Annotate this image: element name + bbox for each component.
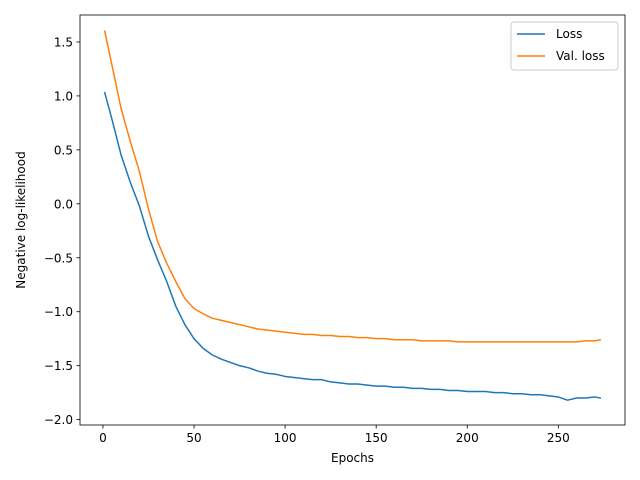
plot-area: [79, 14, 626, 426]
x-axis-label: Epochs: [331, 451, 374, 465]
legend-label-loss: Loss: [556, 27, 582, 41]
y-tick-label: 1.0: [54, 89, 73, 103]
y-tick-label: 0.0: [54, 197, 73, 211]
x-tick-label: 50: [186, 431, 201, 445]
x-tick-label: 250: [547, 431, 570, 445]
y-tick-label: −0.5: [44, 251, 73, 265]
plot-frame: [79, 14, 626, 426]
y-axis-ticks: −2.0 −1.5 −1.0 −0.5 0.0 0.5 1.0 1.5: [44, 35, 80, 427]
series-layer: [103, 30, 602, 401]
x-axis-ticks: 0 50 100 150 200 250: [99, 425, 570, 445]
plot-background: [80, 15, 625, 425]
y-tick-label: 0.5: [54, 143, 73, 157]
y-tick-label: 1.5: [54, 35, 73, 49]
series-line-loss: [103, 91, 602, 401]
legend-label-val-loss: Val. loss: [556, 49, 605, 63]
x-tick-label: 150: [365, 431, 388, 445]
x-tick-label: 200: [456, 431, 479, 445]
y-axis-label: Negative log-likelihood: [14, 151, 28, 288]
y-tick-label: −2.0: [44, 413, 73, 427]
x-tick-label: 100: [274, 431, 297, 445]
legend: Loss Val. loss: [510, 21, 619, 71]
series-line-val-loss: [103, 30, 602, 343]
x-tick-label: 0: [99, 431, 107, 445]
y-tick-label: −1.0: [44, 305, 73, 319]
y-tick-label: −1.5: [44, 359, 73, 373]
